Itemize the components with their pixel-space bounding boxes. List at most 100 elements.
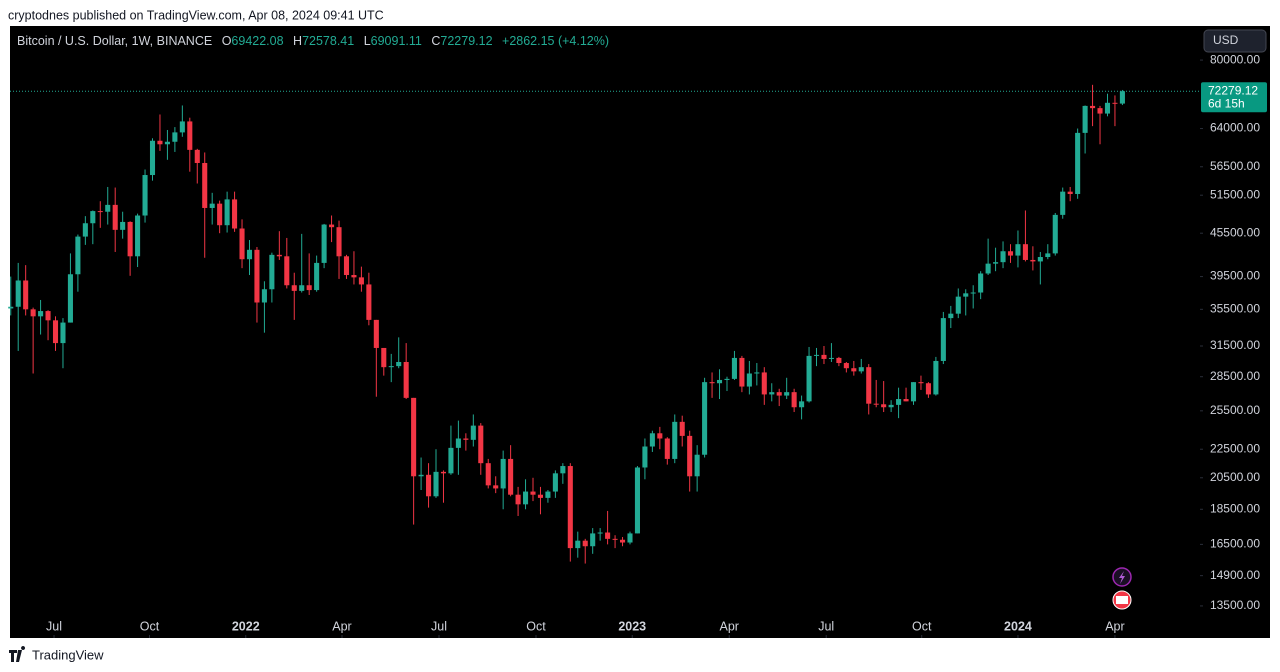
- candle-body: [142, 175, 148, 216]
- y-tick-label: 39500.00: [1210, 269, 1260, 283]
- candle-body: [351, 275, 357, 278]
- candle-body: [1075, 132, 1081, 195]
- candle-body: [806, 355, 812, 402]
- y-tick-label: 25500.00: [1210, 403, 1260, 417]
- ohlc-value: 72279.12: [440, 34, 492, 48]
- y-tick-label: 20500.00: [1210, 470, 1260, 484]
- candle-body: [530, 491, 536, 495]
- candle-body: [97, 211, 103, 213]
- ohlc-value: 69422.08: [231, 34, 283, 48]
- candle-body: [38, 311, 44, 317]
- flag-icon-inner: [1116, 596, 1128, 604]
- x-tick-label: Jul: [818, 619, 834, 633]
- candle-body: [30, 309, 36, 317]
- published-line: cryptodnes published on TradingView.com,…: [8, 8, 384, 22]
- candle-body: [403, 361, 409, 398]
- candle-body: [254, 249, 260, 303]
- candle-body: [246, 249, 253, 260]
- candle-body: [485, 463, 491, 486]
- candle-body: [306, 285, 312, 291]
- currency-button[interactable]: [1203, 29, 1267, 53]
- lightning-icon: [1119, 571, 1125, 584]
- candle-body: [948, 313, 954, 319]
- y-tick-label: 13500.00: [1210, 598, 1260, 612]
- candle-body: [687, 435, 693, 477]
- x-tick-label: Apr: [1105, 619, 1124, 633]
- y-tick-label: 22500.00: [1210, 441, 1260, 455]
- candle-body: [433, 471, 439, 497]
- last-price-label: 72279.12: [1208, 83, 1258, 97]
- candle-body: [381, 347, 387, 368]
- candle-body: [1119, 91, 1125, 104]
- candle-body: [112, 204, 118, 230]
- candle-body: [731, 357, 737, 379]
- candle-body: [612, 538, 618, 540]
- candle-body: [664, 438, 670, 459]
- candle-body: [284, 256, 290, 286]
- candle-body: [187, 121, 193, 150]
- ohlc-label: H: [293, 34, 302, 48]
- x-tick-label: 2022: [232, 619, 260, 633]
- candle-body: [418, 474, 424, 477]
- x-tick-label: Jul: [431, 619, 447, 633]
- candle-body: [1067, 191, 1073, 195]
- ohlc-value: 69091.11: [371, 34, 422, 48]
- candle-body: [896, 399, 902, 405]
- ohlc-label: O: [222, 34, 232, 48]
- candle-body: [918, 382, 924, 384]
- candle-body: [299, 285, 305, 291]
- candle-body: [515, 494, 521, 505]
- candle-body: [605, 532, 611, 539]
- candle-body: [470, 425, 476, 440]
- x-tick-label: Oct: [140, 619, 160, 633]
- candle-body: [978, 273, 984, 293]
- candle-body: [508, 458, 514, 495]
- candle-body: [873, 403, 879, 405]
- candle-body: [657, 433, 663, 439]
- y-tick-label: 56500.00: [1210, 159, 1260, 173]
- candle-body: [358, 277, 364, 285]
- candle-body: [940, 318, 946, 361]
- candle-body: [1052, 214, 1058, 254]
- candle-body: [597, 532, 603, 534]
- candle-body: [582, 540, 588, 547]
- candle-body: [23, 280, 29, 310]
- candle-body: [672, 421, 678, 459]
- candle-body: [217, 203, 223, 226]
- candle-body: [388, 366, 394, 368]
- candle-body: [1007, 251, 1014, 256]
- candle-body: [157, 140, 163, 145]
- candle-body: [799, 401, 805, 408]
- y-tick-label: 35500.00: [1210, 302, 1260, 316]
- x-tick-label: 2023: [618, 619, 646, 633]
- candle-body: [127, 221, 133, 257]
- candle-body: [8, 306, 14, 309]
- y-tick-label: 16500.00: [1210, 537, 1260, 551]
- candle-body: [343, 256, 350, 276]
- symbol-title: Bitcoin / U.S. Dollar, 1W, BINANCE: [17, 34, 212, 48]
- candle-body: [910, 382, 917, 402]
- candle-body: [135, 215, 141, 257]
- candle-body: [1030, 259, 1036, 262]
- candle-body: [52, 320, 59, 344]
- y-tick-label: 45500.00: [1210, 225, 1260, 239]
- candle-body: [813, 354, 820, 356]
- candle-body: [567, 466, 573, 549]
- x-tick-label: Jul: [46, 619, 62, 633]
- brand-logo: [9, 646, 26, 662]
- candle-body: [858, 367, 864, 372]
- legend-header: Bitcoin / U.S. Dollar, 1W, BINANCE O6942…: [17, 34, 609, 48]
- candle-body: [866, 367, 872, 404]
- candle-body: [784, 392, 790, 396]
- ohlc-label: C: [431, 34, 440, 48]
- candle-body: [321, 224, 327, 263]
- candle-body: [925, 383, 931, 395]
- candle-body: [1022, 244, 1028, 260]
- candle-body: [224, 199, 230, 226]
- candle-body: [448, 447, 454, 474]
- candle-body: [269, 254, 275, 290]
- candle-body: [619, 539, 626, 543]
- candle-body: [366, 284, 372, 320]
- candle-body: [828, 357, 834, 359]
- candle-body: [194, 149, 200, 163]
